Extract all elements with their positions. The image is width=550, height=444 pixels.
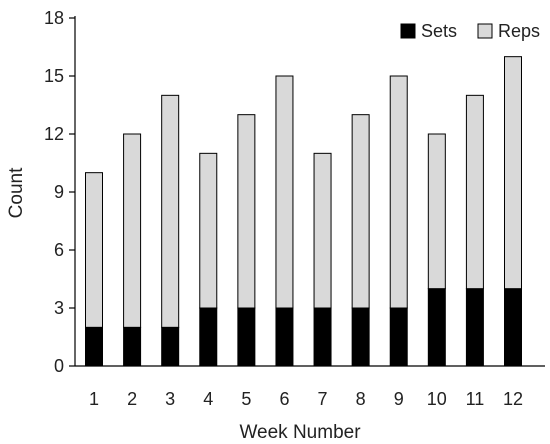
x-tick-label: 5 [241, 389, 251, 409]
x-axis-title: Week Number [239, 422, 361, 443]
bar-sets-week-1 [85, 326, 103, 367]
legend-label-sets: Sets [421, 21, 457, 41]
y-tick-label: 0 [54, 356, 64, 376]
x-tick-label: 10 [427, 389, 447, 409]
bar-reps-week-12 [504, 56, 522, 290]
bar-reps-week-10 [427, 133, 446, 290]
bar-sets-week-4 [199, 307, 218, 367]
bar-sets-week-2 [123, 326, 142, 367]
legend-label-reps: Reps [498, 21, 540, 41]
y-tick-label: 12 [44, 124, 64, 144]
bar-reps-week-5 [237, 114, 256, 309]
x-tick-label: 2 [127, 389, 137, 409]
x-tick-label: 11 [466, 389, 485, 409]
bar-sets-week-9 [389, 307, 408, 367]
bar-sets-week-11 [465, 288, 484, 367]
bar-reps-week-8 [351, 114, 370, 309]
x-tick-label: 3 [165, 389, 175, 409]
x-tick-label: 7 [318, 389, 328, 409]
bars-layer [85, 56, 522, 367]
x-tick-label: 9 [394, 389, 404, 409]
bar-sets-week-7 [313, 307, 332, 367]
x-tick-label: 8 [356, 389, 366, 409]
bar-sets-week-6 [275, 307, 294, 367]
bar-sets-week-8 [351, 307, 370, 367]
bar-sets-week-10 [427, 288, 446, 367]
y-tick-label: 3 [54, 298, 64, 318]
y-tick-label: 9 [54, 182, 64, 202]
bar-reps-week-3 [161, 94, 180, 328]
x-tick-label: 4 [203, 389, 213, 409]
bar-reps-week-11 [465, 94, 484, 290]
bar-sets-week-3 [161, 326, 180, 367]
y-axis-title: Count [6, 167, 27, 218]
bar-reps-week-1 [85, 172, 103, 328]
legend: Sets Reps [400, 21, 540, 41]
x-tick-label: 12 [503, 389, 523, 409]
x-tick-label: 6 [279, 389, 289, 409]
legend-swatch-sets [400, 23, 416, 39]
y-tick-label: 15 [44, 66, 64, 86]
bar-reps-week-7 [313, 152, 332, 309]
y-tick-label: 6 [54, 240, 64, 260]
bar-reps-week-4 [199, 152, 218, 309]
legend-swatch-reps [477, 23, 493, 39]
bar-sets-week-12 [504, 288, 522, 367]
bar-sets-week-5 [237, 307, 256, 367]
bar-reps-week-2 [123, 133, 142, 328]
bar-reps-week-6 [275, 75, 294, 309]
bar-reps-week-9 [389, 75, 408, 309]
y-tick-label: 18 [44, 8, 64, 28]
x-tick-label: 1 [89, 389, 99, 409]
